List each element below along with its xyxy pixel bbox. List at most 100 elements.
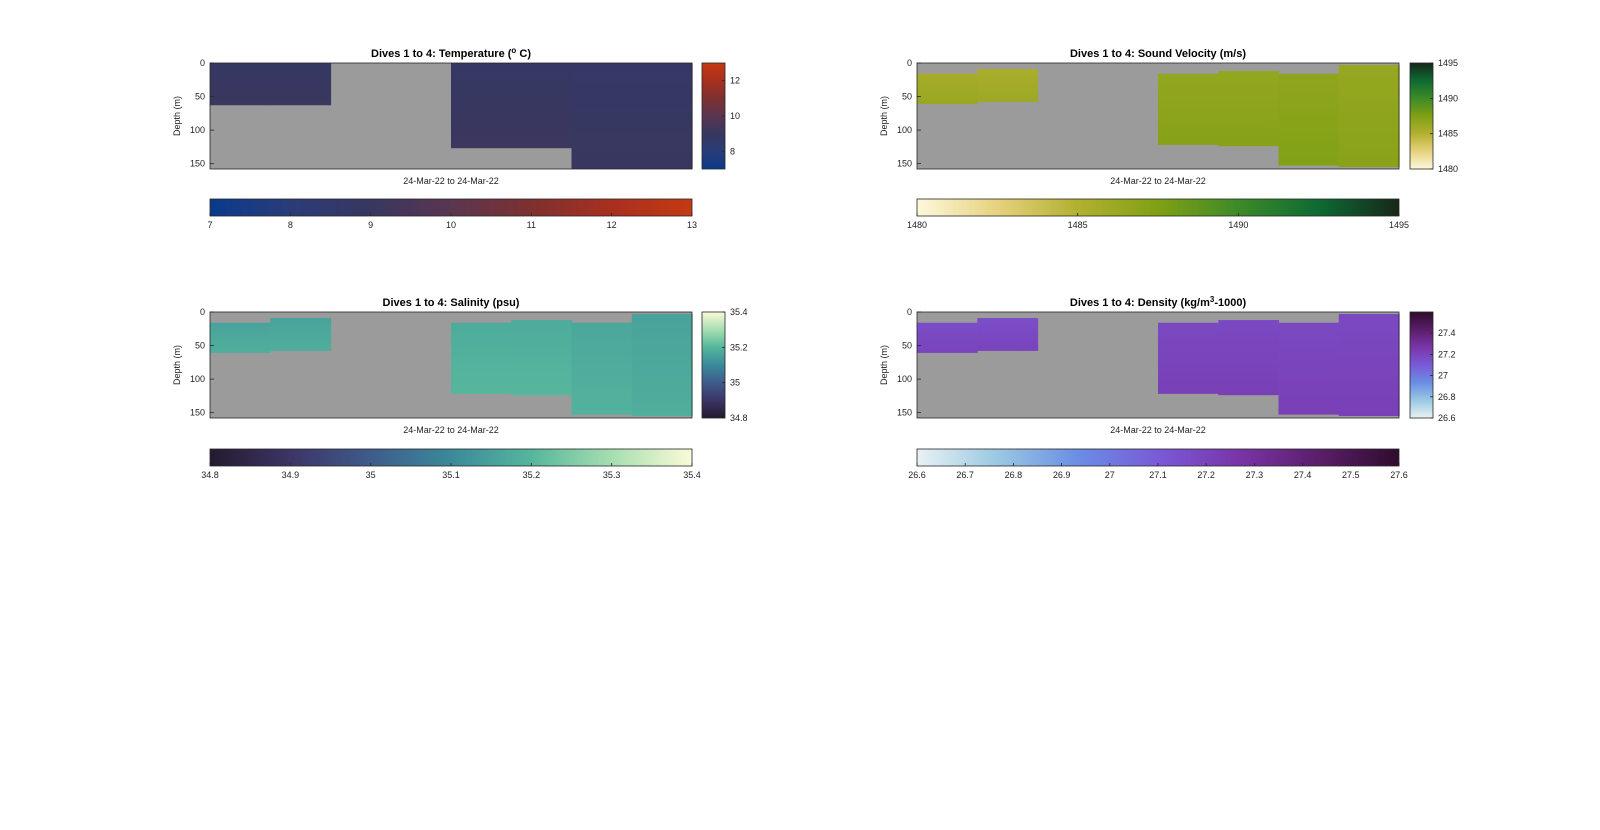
vertical-colorbar <box>1409 311 1434 419</box>
plot-frame <box>916 311 1400 419</box>
colorbar-tick-label: 10 <box>446 220 456 230</box>
colorbar-tick-label: 35 <box>366 470 376 480</box>
colorbar-tick-label: 27.6 <box>1390 470 1408 480</box>
x-axis-label: 24-Mar-22 to 24-Mar-22 <box>1110 425 1206 435</box>
y-tick-label: 50 <box>195 341 205 351</box>
profile-cell <box>1278 73 1340 166</box>
y-axis-label: Depth (m) <box>172 345 182 385</box>
profile-cell <box>917 73 978 104</box>
chart-panel-1: Dives 1 to 4: Temperature (o C) 0 50 100 150… <box>172 46 740 230</box>
colorbar-tick-label: 1480 <box>1438 164 1458 174</box>
colorbar-tick-label: 1485 <box>1068 220 1088 230</box>
colorbar-tick-label: 34.8 <box>201 470 219 480</box>
profile-cell <box>631 314 693 416</box>
vertical-colorbar <box>1409 62 1434 170</box>
colorbar-tick-label: 26.9 <box>1053 470 1071 480</box>
y-tick-label: 50 <box>195 92 205 102</box>
profile-cell <box>631 63 693 169</box>
colorbar-tick-label: 1485 <box>1438 129 1458 139</box>
colorbar-tick-label: 27.4 <box>1294 470 1312 480</box>
colorbar-tick-label: 35.2 <box>523 470 541 480</box>
horizontal-colorbar <box>916 198 1400 217</box>
y-axis-label: Depth (m) <box>172 96 182 136</box>
profile-cell <box>1158 73 1219 145</box>
profile-cell <box>451 322 512 394</box>
chart-title: Dives 1 to 4: Temperature (o C) <box>371 46 531 60</box>
y-tick-label: 100 <box>190 125 205 135</box>
y-tick-label: 50 <box>902 92 912 102</box>
colorbar-tick-label: 12 <box>607 220 617 230</box>
vertical-colorbar <box>701 311 726 419</box>
colorbar-tick-label: 9 <box>368 220 373 230</box>
y-tick-label: 100 <box>190 374 205 384</box>
y-tick-label: 0 <box>200 58 205 68</box>
chart-title: Dives 1 to 4: Sound Velocity (m/s) <box>1070 48 1246 60</box>
x-axis-label: 24-Mar-22 to 24-Mar-22 <box>403 425 499 435</box>
colorbar-tick-label: 27.4 <box>1438 328 1456 338</box>
colorbar-tick-label: 26.8 <box>1438 392 1456 402</box>
colorbar-tick-label: 27 <box>1438 371 1448 381</box>
plot-frame <box>209 62 693 170</box>
colorbar-tick-label: 10 <box>730 111 740 121</box>
colorbar-tick-label: 26.8 <box>1005 470 1023 480</box>
chart-panel-3: Dives 1 to 4: Salinity (psu) 0 50 100 150 Dep… <box>172 297 748 480</box>
x-axis-label: 24-Mar-22 to 24-Mar-22 <box>1110 176 1206 186</box>
y-tick-label: 0 <box>907 58 912 68</box>
colorbar-tick-label: 26.6 <box>908 470 926 480</box>
colorbar-tick-label: 1495 <box>1389 220 1409 230</box>
colorbar-tick-label: 35.4 <box>730 307 748 317</box>
colorbar-tick-label: 35.3 <box>603 470 621 480</box>
colorbar-tick-label: 12 <box>730 76 740 86</box>
profile-cell <box>210 322 271 353</box>
profile-cell <box>977 318 1039 351</box>
colorbar-tick-label: 27.5 <box>1342 470 1360 480</box>
plot-frame <box>916 62 1400 170</box>
y-tick-label: 150 <box>897 408 912 418</box>
colorbar-tick-label: 8 <box>288 220 293 230</box>
chart-title: Dives 1 to 4: Salinity (psu) <box>383 297 520 309</box>
profile-cell <box>571 322 633 415</box>
colorbar-tick-label: 27.2 <box>1197 470 1215 480</box>
chart-panel-4: Dives 1 to 4: Density (kg/m3-1000) 0 50 100… <box>879 295 1456 480</box>
colorbar-tick-label: 34.8 <box>730 413 748 423</box>
colorbar-tick-label: 27.1 <box>1149 470 1167 480</box>
profile-cell <box>917 322 978 353</box>
y-tick-label: 150 <box>897 159 912 169</box>
colorbar-tick-label: 26.7 <box>956 470 974 480</box>
chart-title: Dives 1 to 4: Density (kg/m3-1000) <box>1070 295 1247 309</box>
colorbar-tick-label: 7 <box>207 220 212 230</box>
profile-cell <box>1278 322 1340 415</box>
profile-cell <box>1158 322 1219 394</box>
colorbar-tick-label: 35.4 <box>683 470 701 480</box>
chart-panel-2: Dives 1 to 4: Sound Velocity (m/s) 0 50 100… <box>879 48 1458 230</box>
profile-cell <box>1218 320 1280 396</box>
colorbar-tick-label: 27.3 <box>1246 470 1264 480</box>
profile-cell <box>1338 65 1400 167</box>
colorbar-tick-label: 27.2 <box>1438 349 1456 359</box>
colorbar-tick-label: 35.1 <box>442 470 460 480</box>
colorbar-tick-label: 26.6 <box>1438 413 1456 423</box>
colorbar-tick-label: 11 <box>527 220 536 230</box>
profile-cell <box>1218 71 1280 147</box>
colorbar-tick-label: 1490 <box>1438 93 1458 103</box>
profile-cell <box>511 63 573 149</box>
profile-cell <box>451 63 512 149</box>
colorbar-tick-label: 1480 <box>907 220 927 230</box>
y-axis-label: Depth (m) <box>879 96 889 136</box>
profile-cell <box>977 69 1039 102</box>
y-tick-label: 100 <box>897 125 912 135</box>
plot-frame <box>209 311 693 419</box>
profile-cell <box>270 318 332 351</box>
profile-cell <box>511 320 573 396</box>
y-tick-label: 50 <box>902 341 912 351</box>
y-tick-label: 150 <box>190 159 205 169</box>
y-tick-label: 150 <box>190 408 205 418</box>
colorbar-tick-label: 34.9 <box>282 470 300 480</box>
colorbar-tick-label: 13 <box>687 220 697 230</box>
profile-cell <box>1338 314 1400 416</box>
colorbar-tick-label: 8 <box>730 146 735 156</box>
colorbar-tick-label: 27 <box>1105 470 1115 480</box>
colorbar-tick-label: 1490 <box>1228 220 1248 230</box>
